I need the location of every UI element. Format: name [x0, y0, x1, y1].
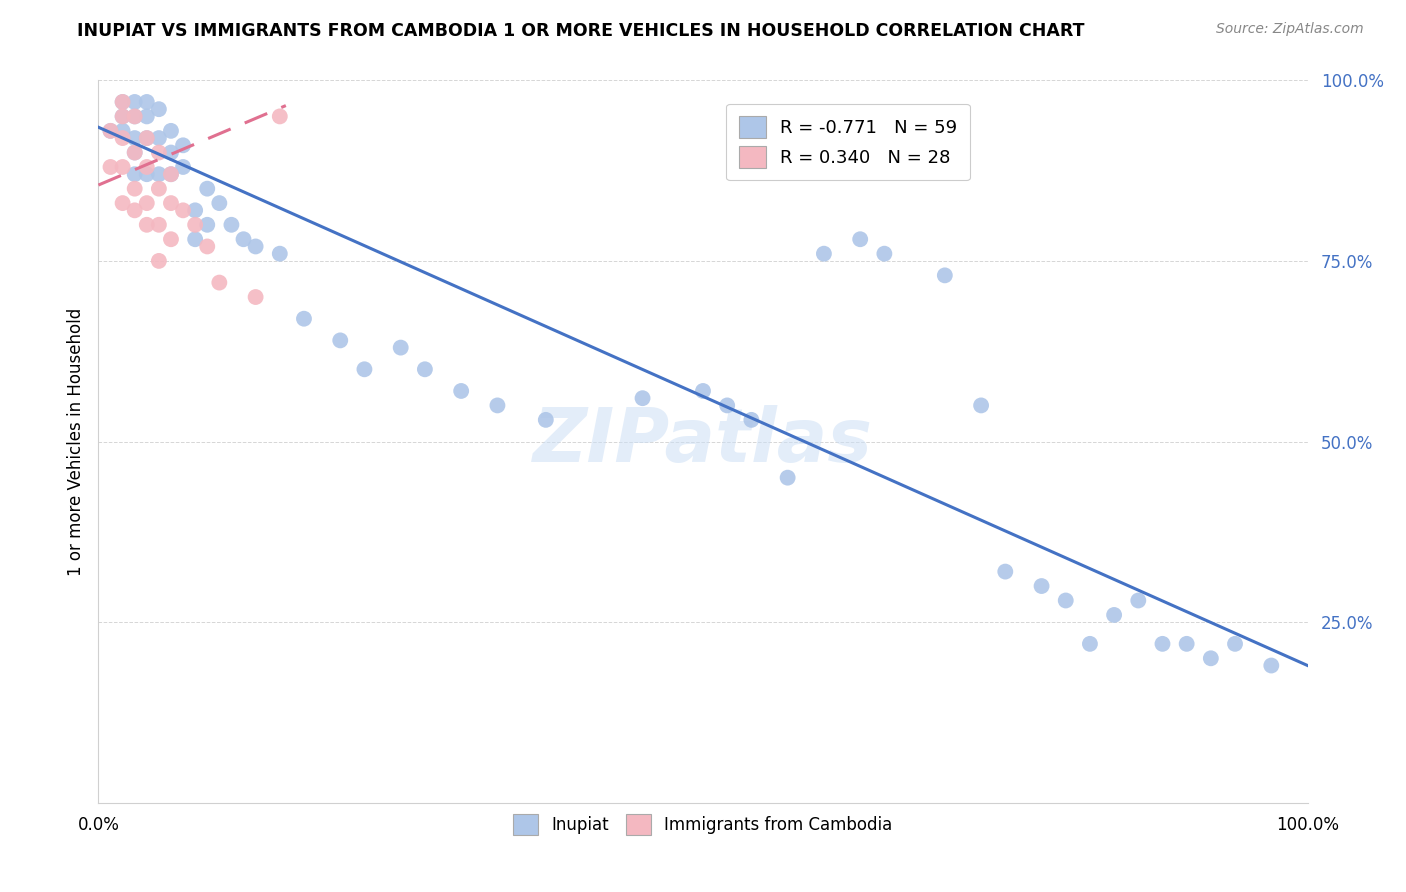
Point — [160, 124, 183, 138]
Point — [135, 218, 157, 232]
Point — [160, 167, 183, 181]
Point — [413, 362, 436, 376]
Point — [776, 470, 799, 484]
Point — [849, 232, 872, 246]
Point — [692, 384, 714, 398]
Point — [124, 167, 146, 181]
Point — [124, 131, 146, 145]
Point — [1054, 593, 1077, 607]
Point — [195, 182, 218, 196]
Point — [994, 565, 1017, 579]
Point — [148, 182, 170, 196]
Point — [208, 276, 231, 290]
Point — [160, 145, 183, 160]
Point — [124, 110, 146, 124]
Point — [172, 160, 194, 174]
Point — [148, 102, 170, 116]
Point — [135, 167, 157, 181]
Point — [100, 160, 122, 174]
Text: INUPIAT VS IMMIGRANTS FROM CAMBODIA 1 OR MORE VEHICLES IN HOUSEHOLD CORRELATION : INUPIAT VS IMMIGRANTS FROM CAMBODIA 1 OR… — [77, 22, 1085, 40]
Point — [1260, 658, 1282, 673]
Point — [1199, 651, 1222, 665]
Point — [534, 413, 557, 427]
Point — [329, 334, 352, 348]
Point — [100, 124, 122, 138]
Point — [111, 95, 134, 109]
Point — [111, 196, 134, 211]
Point — [111, 110, 134, 124]
Point — [221, 218, 243, 232]
Point — [1078, 637, 1101, 651]
Point — [934, 268, 956, 283]
Point — [1175, 637, 1198, 651]
Point — [124, 110, 146, 124]
Y-axis label: 1 or more Vehicles in Household: 1 or more Vehicles in Household — [66, 308, 84, 575]
Text: ZIPatlas: ZIPatlas — [533, 405, 873, 478]
Point — [195, 239, 218, 253]
Point — [135, 131, 157, 145]
Point — [245, 239, 267, 253]
Point — [148, 131, 170, 145]
Point — [269, 110, 291, 124]
Point — [1102, 607, 1125, 622]
Text: Source: ZipAtlas.com: Source: ZipAtlas.com — [1216, 22, 1364, 37]
Point — [111, 95, 134, 109]
Point — [232, 232, 254, 246]
Point — [124, 95, 146, 109]
Point — [208, 196, 231, 211]
Point — [195, 218, 218, 232]
Point — [148, 253, 170, 268]
Point — [135, 95, 157, 109]
Point — [111, 110, 134, 124]
Point — [292, 311, 315, 326]
Point — [124, 203, 146, 218]
Point — [716, 398, 738, 412]
Point — [160, 167, 183, 181]
Point — [1128, 593, 1150, 607]
Point — [970, 398, 993, 412]
Point — [148, 145, 170, 160]
Point — [184, 203, 207, 218]
Point — [172, 138, 194, 153]
Point — [111, 124, 134, 138]
Point — [353, 362, 375, 376]
Point — [100, 124, 122, 138]
Point — [124, 145, 146, 160]
Point — [148, 218, 170, 232]
Point — [184, 218, 207, 232]
Point — [486, 398, 509, 412]
Point — [172, 203, 194, 218]
Point — [631, 391, 654, 405]
Point — [1223, 637, 1246, 651]
Point — [813, 246, 835, 260]
Point — [740, 413, 762, 427]
Point — [389, 341, 412, 355]
Point — [269, 246, 291, 260]
Point — [124, 145, 146, 160]
Point — [245, 290, 267, 304]
Point — [1031, 579, 1053, 593]
Point — [873, 246, 896, 260]
Point — [184, 232, 207, 246]
Point — [148, 167, 170, 181]
Point — [160, 232, 183, 246]
Legend: Inupiat, Immigrants from Cambodia: Inupiat, Immigrants from Cambodia — [506, 808, 900, 841]
Point — [450, 384, 472, 398]
Point — [135, 110, 157, 124]
Point — [160, 196, 183, 211]
Point — [135, 196, 157, 211]
Point — [124, 182, 146, 196]
Point — [1152, 637, 1174, 651]
Point — [111, 160, 134, 174]
Point — [135, 160, 157, 174]
Point — [111, 131, 134, 145]
Point — [135, 131, 157, 145]
